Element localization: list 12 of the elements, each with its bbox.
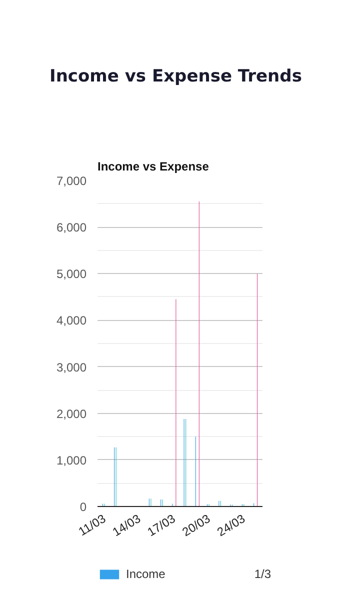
legend-label: Income — [126, 567, 166, 581]
chart-title: Income vs Expense Trends — [50, 66, 302, 86]
y-tick-label: 3,000 — [56, 360, 87, 374]
y-tick-label: 1,000 — [56, 453, 87, 468]
y-tick-label: 7,000 — [56, 174, 87, 188]
text: 1/3 — [254, 567, 272, 581]
y-tick-label: 0 — [80, 500, 87, 514]
chart-subtitle: Income vs Expense — [98, 160, 210, 174]
y-tick-label: 5,000 — [56, 267, 87, 282]
y-tick-label: 4,000 — [56, 314, 87, 328]
y-tick-label: 6,000 — [56, 220, 87, 235]
y-tick-label: 2,000 — [56, 406, 87, 421]
